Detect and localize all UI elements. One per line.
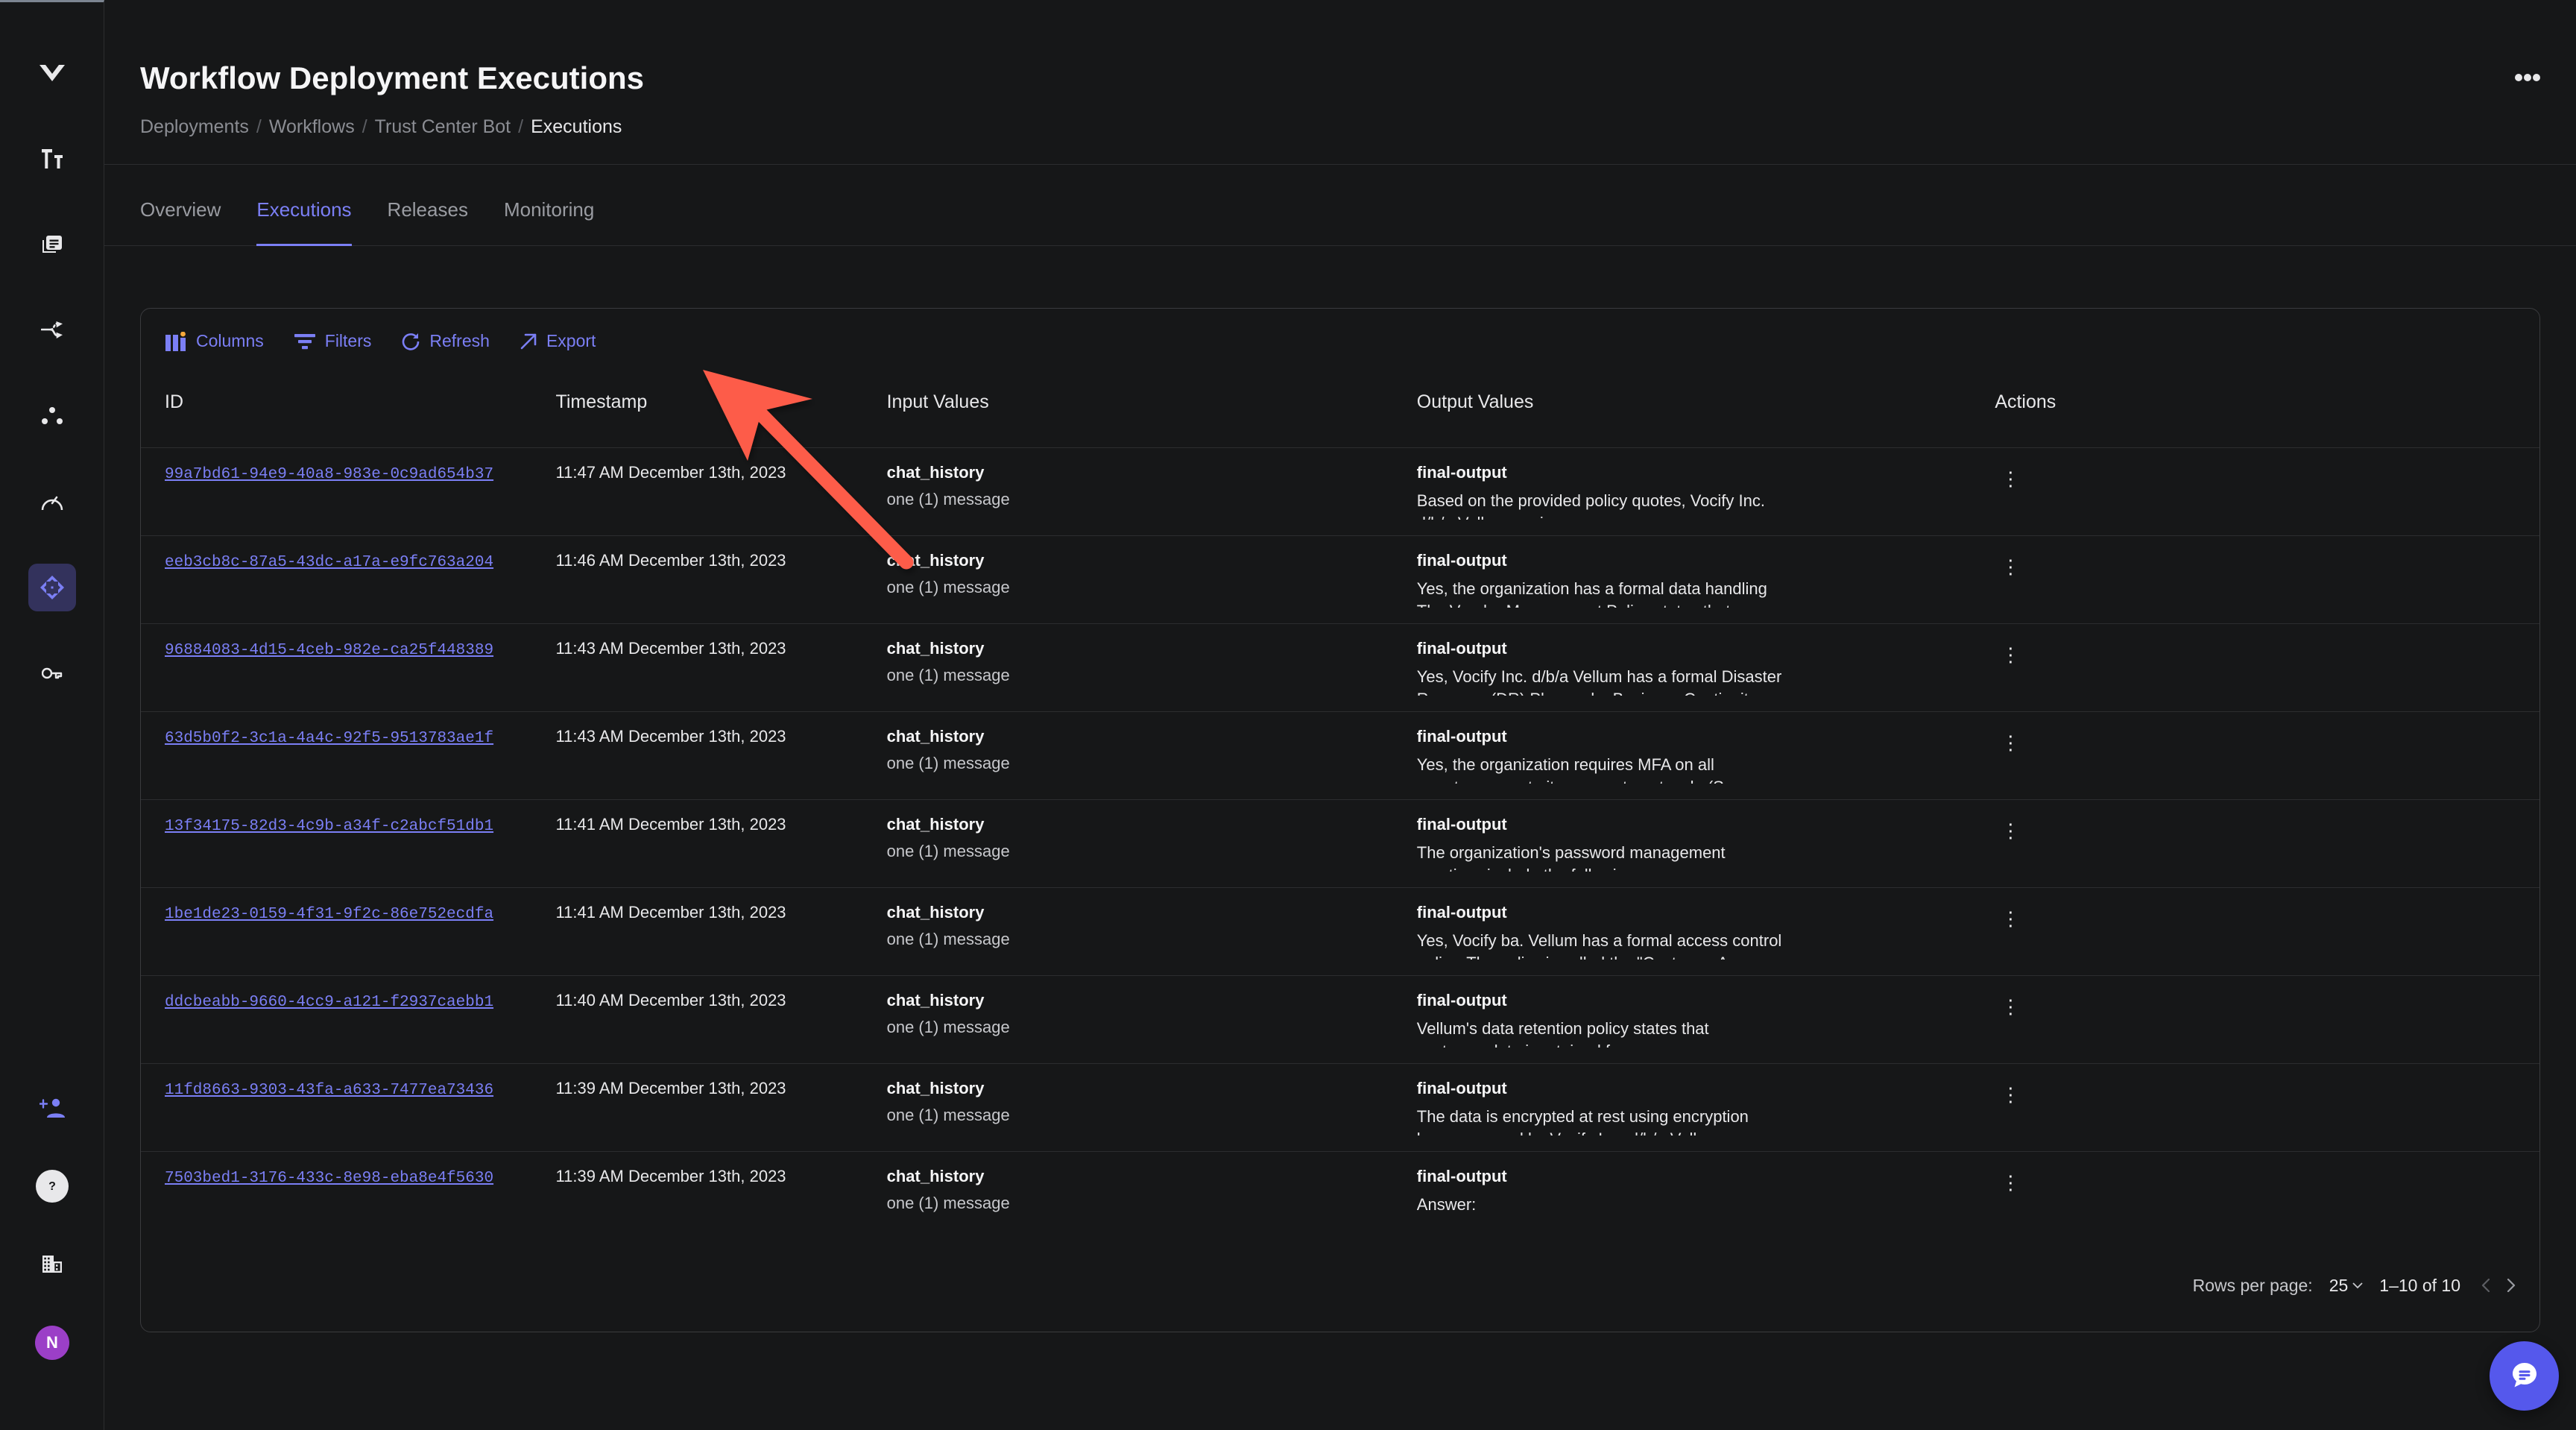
svg-text:?: ? [48, 1180, 56, 1193]
